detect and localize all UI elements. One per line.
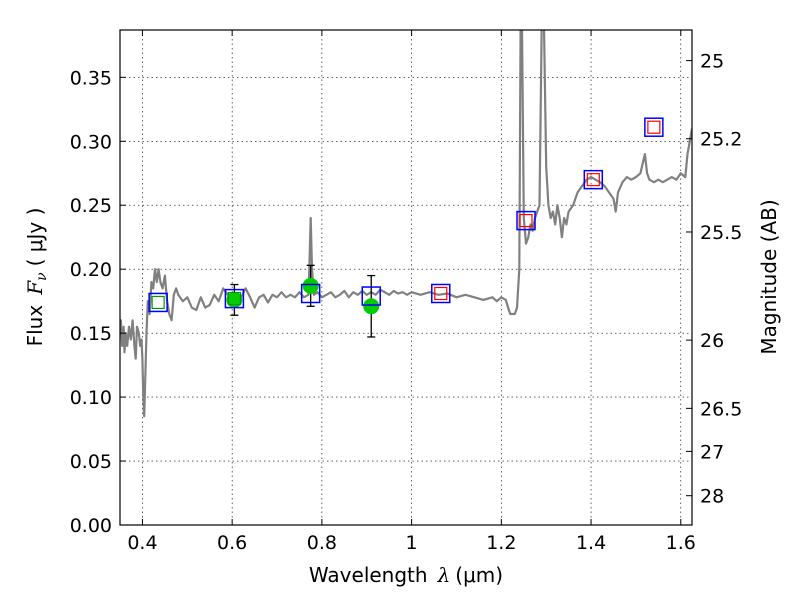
x-tick-label: 0.6 bbox=[217, 532, 247, 554]
y-tick-label: 0.00 bbox=[70, 515, 112, 537]
model-point-box bbox=[583, 169, 604, 190]
model-point-inner-box bbox=[519, 213, 533, 228]
model-point-inner-box bbox=[151, 295, 165, 310]
model-point-inner-box bbox=[434, 286, 448, 301]
model-point-box bbox=[431, 283, 451, 304]
model-point-inner-box bbox=[586, 173, 600, 187]
model-point-box bbox=[148, 292, 168, 313]
y-tick-label: 0.05 bbox=[70, 451, 112, 473]
x-tick-label: 0.4 bbox=[127, 532, 157, 554]
model-point-inner-box bbox=[647, 120, 661, 134]
y-tick-label: 0.20 bbox=[70, 259, 112, 281]
y-tick-label: 0.15 bbox=[70, 323, 112, 345]
spectrum-line bbox=[120, 30, 692, 418]
axis-ticks: 0.4 0.6 0.8 1 1.2 1.4 1.6 0.00 0.05 0.10 0.15 0.20 0… bbox=[70, 30, 742, 554]
model-point-box bbox=[300, 283, 321, 304]
grid bbox=[120, 30, 692, 526]
plot-frame bbox=[119, 29, 693, 526]
y2-tick-label: 27 bbox=[700, 441, 724, 463]
x-tick-label: 0.8 bbox=[307, 532, 337, 554]
y2-tick-label: 28 bbox=[700, 486, 724, 508]
y2-tick-label: 25.5 bbox=[700, 222, 742, 244]
model-point-box bbox=[224, 288, 245, 309]
x-tick-label: 1.6 bbox=[666, 532, 696, 554]
y2-tick-label: 26 bbox=[700, 330, 724, 352]
model-photometry-points bbox=[148, 117, 664, 313]
observed-points bbox=[226, 277, 380, 315]
observed-point bbox=[302, 277, 319, 294]
model-point-box bbox=[644, 117, 664, 137]
x-axis-title: Wavelength λ (μm) bbox=[309, 563, 503, 587]
spectrum-series bbox=[120, 30, 692, 418]
y2-tick-label: 25 bbox=[700, 51, 724, 73]
model-point-box bbox=[516, 210, 536, 231]
y2-tick-label: 26.5 bbox=[700, 398, 742, 420]
model-point-box bbox=[361, 286, 381, 306]
y2-tick-label: 25.2 bbox=[700, 129, 742, 151]
x-tick-label: 1.4 bbox=[576, 532, 606, 554]
y2-axis-title: Magnitude (AB) bbox=[757, 199, 781, 354]
observed-point bbox=[363, 298, 380, 315]
x-tick-label: 1.2 bbox=[486, 532, 516, 554]
y-tick-label: 0.10 bbox=[70, 387, 112, 409]
y-tick-label: 0.25 bbox=[70, 195, 112, 217]
y-tick-label: 0.30 bbox=[70, 131, 112, 153]
x-tick-label: 1 bbox=[406, 532, 418, 554]
observed-point bbox=[226, 291, 243, 308]
y-axis-title: FluxFν( μJy ) bbox=[23, 208, 50, 347]
y-tick-label: 0.35 bbox=[70, 67, 112, 89]
model-point-inner-box bbox=[227, 292, 241, 306]
